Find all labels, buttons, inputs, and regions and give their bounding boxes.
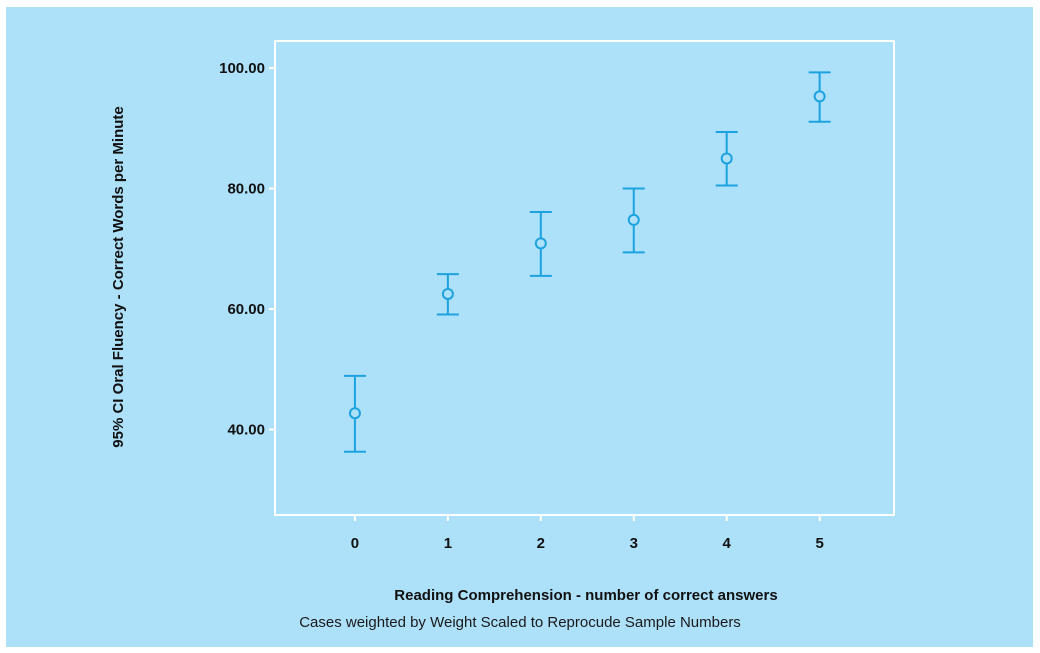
y-tick-label: 100.00 (219, 60, 265, 77)
x-tick-label: 4 (723, 535, 732, 552)
error-bar-group (715, 130, 738, 187)
mean-point (813, 90, 826, 103)
x-tick-label: 2 (537, 535, 545, 552)
chart-figure: 40.00 60.00 80.00 100.00 0 1 2 3 4 5 Reading Com… (6, 7, 1033, 647)
chart-svg: 40.00 60.00 80.00 100.00 0 1 2 3 4 5 Reading Com… (110, 40, 895, 604)
y-axis-title: 95% CI Oral Fluency - Correct Words per … (110, 106, 127, 447)
x-tick-label: 5 (815, 535, 823, 552)
y-tick-label: 40.00 (227, 421, 265, 438)
x-axis-title: Reading Comprehension - number of correc… (394, 587, 777, 604)
y-axis-ticks: 40.00 60.00 80.00 100.00 (219, 60, 275, 438)
x-axis-ticks: 0 1 2 3 4 5 (351, 515, 824, 552)
y-tick-label: 80.00 (227, 181, 265, 198)
mean-point (720, 152, 733, 165)
chart-footnote: Cases weighted by Weight Scaled to Repro… (299, 614, 741, 631)
error-bar-group (622, 187, 645, 254)
error-bar-group (808, 71, 831, 123)
mean-point (348, 407, 361, 420)
error-bars (343, 71, 831, 453)
mean-point (534, 237, 547, 250)
error-bar-group (436, 273, 459, 316)
x-tick-label: 3 (630, 535, 638, 552)
mean-point (441, 287, 454, 300)
error-bar-group (529, 211, 552, 277)
mean-point (627, 213, 640, 226)
y-tick-label: 60.00 (227, 301, 265, 318)
x-tick-label: 0 (351, 535, 359, 552)
plot-frame (274, 40, 895, 516)
error-bar-group (343, 374, 366, 453)
x-tick-label: 1 (444, 535, 452, 552)
